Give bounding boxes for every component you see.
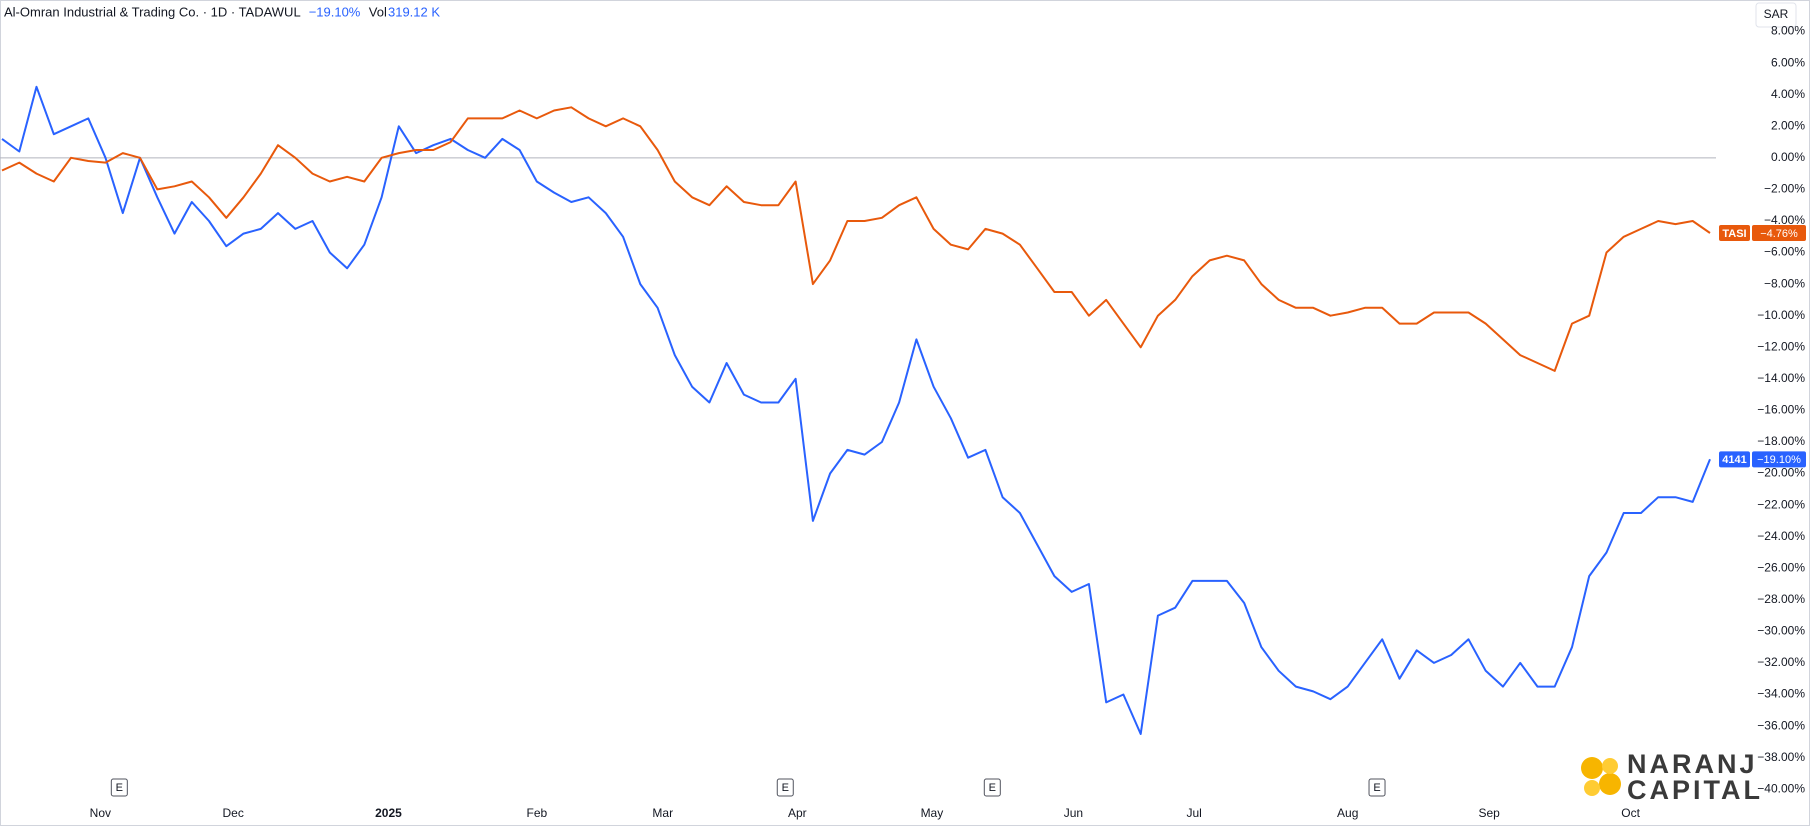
price-label-name: TASI	[1722, 228, 1746, 240]
price-label-name-box	[1719, 224, 1750, 241]
y-tick-label: −32.00%	[1757, 655, 1805, 669]
price-label-value: −4.76%	[1760, 228, 1798, 240]
x-tick-label: 2025	[375, 806, 402, 820]
event-label: E	[989, 782, 996, 794]
event-label: E	[782, 782, 789, 794]
logo-icon	[1584, 780, 1600, 796]
logo-icon	[1581, 757, 1603, 779]
header-symbol: Al-Omran Industrial & Trading Co. · 1D ·…	[4, 4, 301, 19]
y-tick-label: 2.00%	[1771, 118, 1805, 132]
y-tick-label: −18.00%	[1757, 434, 1805, 448]
x-tick-label: Mar	[652, 806, 673, 820]
x-tick-label: Sep	[1478, 806, 1500, 820]
event-label: E	[1373, 782, 1380, 794]
y-tick-label: 6.00%	[1771, 55, 1805, 69]
y-tick-label: −38.00%	[1757, 750, 1805, 764]
y-tick-label: −2.00%	[1764, 182, 1805, 196]
y-tick-label: −22.00%	[1757, 497, 1805, 511]
y-tick-label: −8.00%	[1764, 276, 1805, 290]
series-line	[1, 106, 1711, 372]
y-tick-label: −20.00%	[1757, 466, 1805, 480]
x-tick-label: Dec	[223, 806, 244, 820]
price-label-value-box	[1752, 451, 1806, 468]
x-tick-label: Jun	[1064, 806, 1083, 820]
y-tick-label: −24.00%	[1757, 529, 1805, 543]
y-tick-label: −14.00%	[1757, 371, 1805, 385]
logo-line1: NARANJ	[1627, 749, 1758, 779]
y-tick-label: 4.00%	[1771, 87, 1805, 101]
x-tick-label: Apr	[788, 806, 807, 820]
price-label-name-box	[1719, 451, 1750, 468]
currency-button[interactable]	[1755, 2, 1797, 28]
y-tick-label: −16.00%	[1757, 403, 1805, 417]
header-vol-value: 319.12 K	[388, 4, 440, 19]
currency[interactable]: SAR	[1764, 7, 1789, 21]
y-tick-label: −4.00%	[1764, 213, 1805, 227]
event-marker	[1368, 778, 1386, 797]
x-tick-label: Aug	[1337, 806, 1358, 820]
y-tick-label: 8.00%	[1771, 24, 1805, 38]
y-tick-label: −34.00%	[1757, 687, 1805, 701]
price-label-value-box	[1752, 224, 1806, 241]
header-change: −19.10%	[309, 4, 361, 19]
price-label-value: −19.10%	[1757, 454, 1801, 466]
y-tick-label: −40.00%	[1757, 781, 1805, 795]
logo-line2: CAPITAL	[1627, 775, 1763, 805]
logo-icon	[1599, 773, 1621, 795]
series-line	[1, 85, 1711, 735]
y-tick-label: 0.00%	[1771, 150, 1805, 164]
y-tick-label: −10.00%	[1757, 308, 1805, 322]
x-tick-label: Feb	[526, 806, 547, 820]
x-tick-label: Nov	[90, 806, 111, 820]
y-tick-label: −30.00%	[1757, 624, 1805, 638]
y-tick-label: −6.00%	[1764, 245, 1805, 259]
y-tick-label: −36.00%	[1757, 718, 1805, 732]
y-tick-label: −12.00%	[1757, 339, 1805, 353]
y-tick-label: −26.00%	[1757, 560, 1805, 574]
logo-icon	[1602, 758, 1618, 774]
y-tick-label: −28.00%	[1757, 592, 1805, 606]
event-marker	[776, 778, 794, 797]
header-vol-label: Vol	[369, 4, 387, 19]
logo: NARANJ CAPITAL	[1581, 749, 1763, 805]
x-tick-label: May	[921, 806, 944, 820]
price-label-name: 4141	[1722, 454, 1746, 466]
x-tick-label: Oct	[1621, 806, 1640, 820]
event-label: E	[116, 782, 123, 794]
event-marker	[110, 778, 128, 797]
event-marker	[983, 778, 1001, 797]
x-tick-label: Jul	[1186, 806, 1201, 820]
